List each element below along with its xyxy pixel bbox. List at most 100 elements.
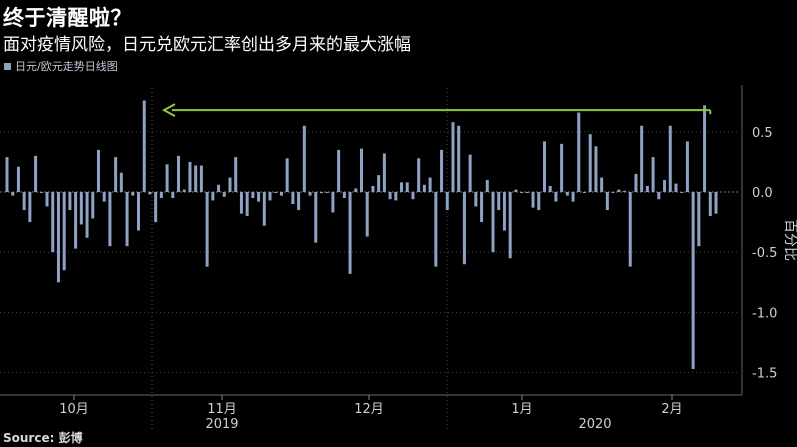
y-tick-label: -1.0 xyxy=(752,306,777,321)
bar xyxy=(388,192,392,200)
bar xyxy=(462,192,466,265)
bar xyxy=(594,146,598,192)
bar xyxy=(680,192,684,193)
bar xyxy=(285,158,289,192)
month-label: 1月 xyxy=(511,402,532,417)
bar xyxy=(422,184,426,192)
bar xyxy=(257,192,261,202)
bar xyxy=(68,192,72,211)
bar xyxy=(274,192,278,193)
bar xyxy=(663,179,667,192)
bar xyxy=(474,192,478,207)
bar xyxy=(645,185,649,192)
legend-label: 日元/欧元走势日线图 xyxy=(15,60,118,73)
bar xyxy=(394,192,398,201)
legend-swatch xyxy=(4,62,11,70)
bar xyxy=(657,192,661,200)
bar xyxy=(251,192,255,199)
bar xyxy=(651,157,655,192)
bar xyxy=(400,182,404,192)
bar xyxy=(62,192,66,271)
bar xyxy=(182,189,186,192)
y-tick-label: 0.0 xyxy=(752,186,773,201)
bar xyxy=(697,192,701,247)
bar xyxy=(114,157,118,192)
bar xyxy=(348,192,352,274)
bar xyxy=(165,164,169,192)
bar xyxy=(514,189,518,192)
bar xyxy=(188,161,192,192)
bar xyxy=(45,192,49,207)
bar xyxy=(445,192,449,211)
bar xyxy=(691,192,695,369)
month-label: 2月 xyxy=(661,402,682,417)
bar xyxy=(331,192,335,213)
bar xyxy=(314,192,318,243)
bar xyxy=(291,192,295,205)
bar xyxy=(525,192,529,193)
bar xyxy=(600,177,604,192)
bar xyxy=(520,192,524,193)
bar xyxy=(5,157,9,192)
bar xyxy=(623,190,627,192)
bar xyxy=(491,192,495,253)
bar xyxy=(228,177,232,192)
bar xyxy=(405,182,409,192)
bar xyxy=(382,153,386,192)
bar xyxy=(342,192,346,199)
bar xyxy=(337,149,341,192)
bar xyxy=(485,179,489,192)
bar xyxy=(325,192,329,193)
bar xyxy=(605,192,609,211)
bar xyxy=(222,192,226,197)
chart-title: 终于清醒啦？ xyxy=(3,6,132,30)
bar xyxy=(159,192,163,199)
bar xyxy=(302,125,306,192)
bar xyxy=(11,192,15,196)
bar xyxy=(177,155,181,192)
bar xyxy=(234,157,238,192)
month-label: 11月 xyxy=(207,402,237,417)
y-tick-label: 0.5 xyxy=(752,126,773,141)
bar xyxy=(548,185,552,192)
bar xyxy=(28,192,32,223)
bar xyxy=(211,192,215,201)
bar xyxy=(457,125,461,192)
bar xyxy=(685,141,689,192)
bar xyxy=(634,173,638,192)
bar xyxy=(91,192,95,219)
bar xyxy=(245,192,249,217)
bar xyxy=(628,192,632,267)
year-label: 2020 xyxy=(578,417,611,432)
bar xyxy=(617,189,621,192)
bar xyxy=(217,184,221,192)
bar xyxy=(51,192,55,253)
bar xyxy=(542,141,546,192)
month-label: 10月 xyxy=(59,402,89,417)
arrow-head xyxy=(161,103,176,118)
bar xyxy=(239,192,243,214)
bar xyxy=(502,192,506,231)
bar xyxy=(142,100,146,192)
bar xyxy=(119,172,123,192)
bar xyxy=(354,188,358,192)
bar xyxy=(554,192,558,202)
bar xyxy=(468,154,472,192)
bar xyxy=(205,192,209,267)
bar xyxy=(428,177,432,192)
bar xyxy=(434,192,438,267)
bar xyxy=(365,192,369,237)
bar xyxy=(417,158,421,192)
month-label: 12月 xyxy=(354,402,384,417)
bar xyxy=(268,192,272,201)
legend: 日元/欧元走势日线图 xyxy=(4,58,118,74)
bar xyxy=(371,185,375,192)
bar xyxy=(102,192,106,202)
bar xyxy=(708,192,712,217)
bar xyxy=(85,192,89,238)
bar xyxy=(668,125,672,192)
bar xyxy=(531,192,535,208)
year-label: 2019 xyxy=(205,417,238,432)
bar xyxy=(137,192,141,231)
